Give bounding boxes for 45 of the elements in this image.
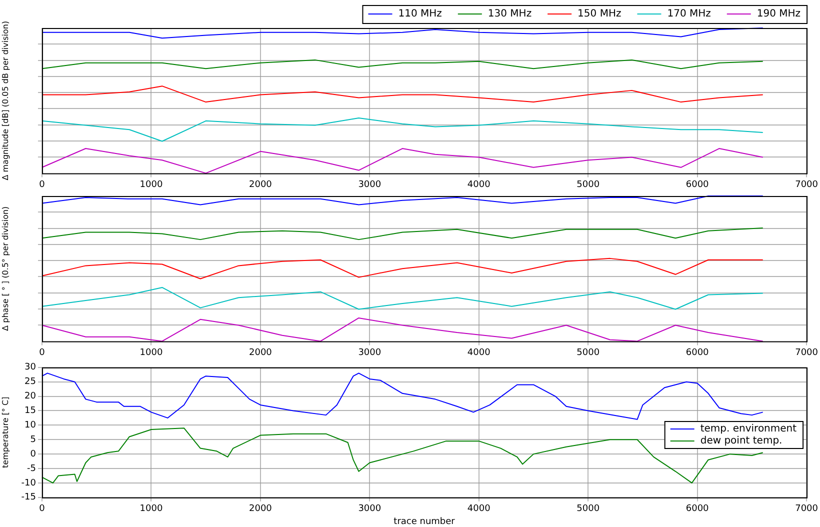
x-tick-label: 6000 xyxy=(686,504,710,514)
legend-label: 130 MHz xyxy=(488,8,532,20)
y-tick-label: 0 xyxy=(30,449,36,460)
legend-label: 150 MHz xyxy=(578,8,622,20)
x-tick-label: 4000 xyxy=(467,504,491,514)
x-tick-label: 1000 xyxy=(140,504,163,514)
x-tick-label: 3000 xyxy=(358,348,382,358)
x-tick-label: 5000 xyxy=(576,504,600,514)
y-tick-label: -15 xyxy=(21,492,36,503)
x-tick-label: 0 xyxy=(39,348,46,358)
legend-label: temp. environment xyxy=(700,424,797,435)
x-tick-label: 7000 xyxy=(795,180,818,190)
y-tick-label: -10 xyxy=(21,478,36,488)
x-tick-label: 1000 xyxy=(140,348,163,358)
y-tick-label: 15 xyxy=(24,406,36,416)
y-tick-label: -5 xyxy=(27,464,36,474)
x-tick-label: 4000 xyxy=(467,348,491,358)
legend-label: 170 MHz xyxy=(667,8,711,20)
x-tick-label: 2000 xyxy=(248,504,272,514)
x-tick-label: 6000 xyxy=(686,348,710,358)
y-tick-label: 5 xyxy=(30,434,36,445)
x-tick-label: 0 xyxy=(39,504,46,514)
x-tick-label: 5000 xyxy=(576,180,600,190)
y-tick-label: 20 xyxy=(24,392,36,402)
x-tick-label: 3000 xyxy=(358,504,382,514)
x-tick-label: 4000 xyxy=(467,180,491,190)
legend-label: 110 MHz xyxy=(398,8,442,20)
x-tick-label: 5000 xyxy=(576,348,600,358)
x-axis-title: trace number xyxy=(394,516,456,527)
x-tick-label: 7000 xyxy=(795,348,818,358)
y-axis-title: temperature [° C] xyxy=(0,396,10,468)
y-tick-label: 25 xyxy=(24,377,36,388)
y-tick-label: 10 xyxy=(24,420,36,431)
x-tick-label: 2000 xyxy=(248,348,272,358)
x-tick-label: 7000 xyxy=(795,504,818,514)
x-tick-label: 0 xyxy=(39,180,46,190)
y-axis-title: Δ magnitude [dB] (0.05 dB per division) xyxy=(0,20,10,180)
y-axis-title: Δ phase [ ° ] (0.5° per division) xyxy=(0,206,10,331)
legend-label: 190 MHz xyxy=(756,8,801,20)
x-tick-label: 2000 xyxy=(248,180,272,190)
x-tick-label: 3000 xyxy=(358,180,382,190)
legend-label: dew point temp. xyxy=(700,436,782,447)
x-tick-label: 6000 xyxy=(686,180,710,190)
x-tick-label: 1000 xyxy=(140,180,163,190)
y-tick-label: 30 xyxy=(24,362,36,373)
